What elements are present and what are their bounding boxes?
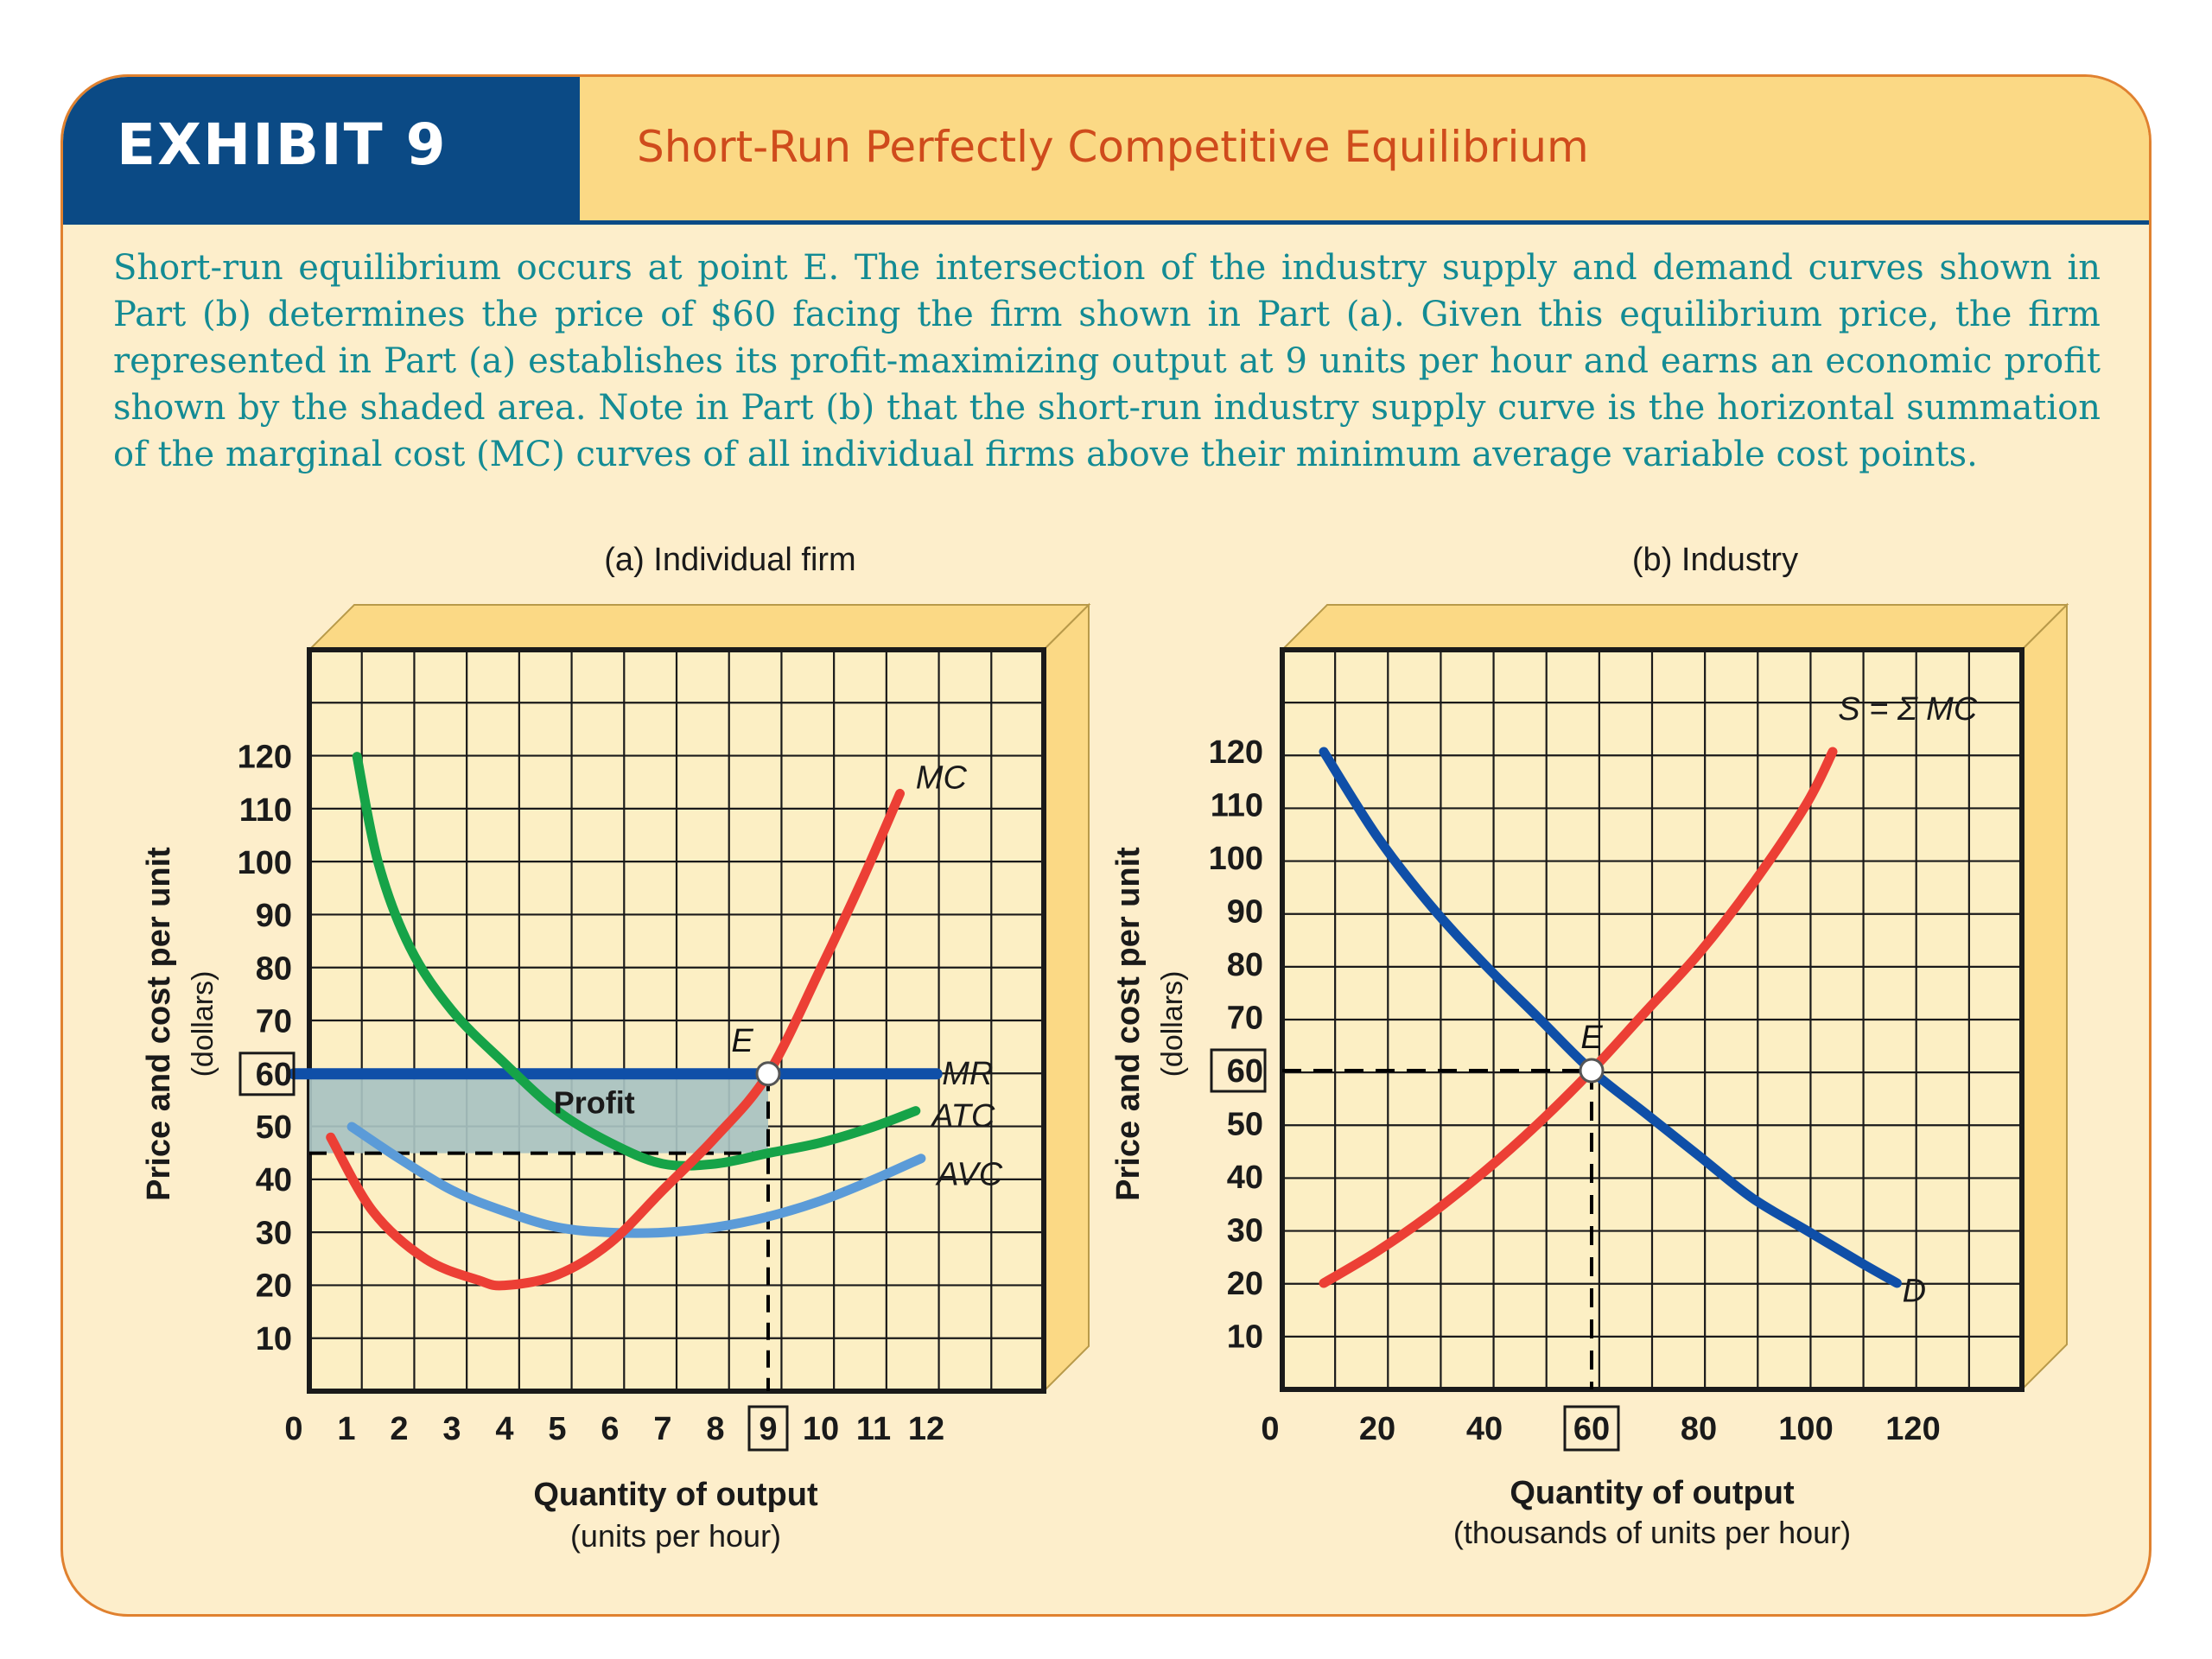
chart-panel-a: E0 1 2 3 4 5 6 7 8 9 10 11 1210203040506070809010011…	[141, 542, 1091, 1554]
exhibit-caption: Short-run equilibrium occurs at point E.…	[113, 248, 2101, 474]
y-tick-label: 30	[1227, 1213, 1263, 1249]
x-tick-label: 20	[1359, 1411, 1395, 1447]
x-tick-label: 6	[601, 1411, 619, 1447]
plot-border	[307, 647, 1046, 1394]
y-tick-label: 50	[1227, 1107, 1263, 1143]
y-tick-label: 10	[256, 1321, 292, 1357]
y-axis-label: Price and cost per unit	[1110, 847, 1147, 1201]
panel-side-face	[1043, 602, 1090, 1394]
header-divider	[63, 220, 2149, 225]
panel-top-face	[1280, 604, 2069, 651]
x-tick-label: 7	[653, 1411, 671, 1447]
curve-avc	[346, 1122, 926, 1238]
x-tick-label: 80	[1681, 1411, 1717, 1447]
series-label-mc: MC	[916, 760, 968, 796]
highlighted-y-tick-box	[1210, 1048, 1267, 1093]
y-tick-label: 60	[256, 1057, 292, 1093]
y-tick-label: 50	[256, 1109, 292, 1146]
y-tick-label: 100	[238, 845, 292, 881]
panel-title: (b) Industry	[1632, 542, 1798, 578]
y-axis-label: Price and cost per unit	[141, 847, 177, 1201]
highlighted-y-tick-box	[238, 1052, 296, 1096]
series-label-mr: MR	[942, 1056, 993, 1092]
exhibit-title: Short-Run Perfectly Competitive Equilibr…	[637, 122, 1589, 172]
y-tick-label: 40	[256, 1162, 292, 1198]
x-axis-label: Quantity of output	[533, 1477, 818, 1513]
y-axis-sublabel: (dollars)	[187, 971, 219, 1077]
curve-mc	[326, 788, 905, 1291]
x-axis-sublabel: (units per hour)	[570, 1518, 781, 1554]
y-tick-label: 80	[1227, 947, 1263, 983]
x-tick-label: 40	[1466, 1411, 1503, 1447]
series-label-atc: ATC	[930, 1098, 995, 1135]
x-tick-label: 4	[495, 1411, 513, 1447]
profit-area	[309, 1073, 768, 1154]
y-tick-label: 40	[1227, 1160, 1263, 1196]
equilibrium-label: E	[731, 1023, 753, 1059]
x-axis-label: Quantity of output	[1510, 1475, 1795, 1511]
series-label-avc: AVC	[935, 1156, 1003, 1192]
y-tick-label: 110	[1211, 788, 1263, 824]
highlighted-x-tick-box	[747, 1405, 789, 1452]
exhibit-label-bar: EXHIBIT 9	[63, 77, 580, 220]
exhibit-title-bar: Short-Run Perfectly Competitive Equilibr…	[580, 77, 2149, 220]
y-tick-label: 20	[256, 1268, 292, 1305]
x-tick-label: 12	[908, 1411, 944, 1447]
y-tick-label: 60	[1227, 1053, 1263, 1090]
y-tick-label: 70	[1227, 1001, 1263, 1037]
y-tick-label: 90	[256, 898, 292, 934]
x-tick-label: 10	[803, 1411, 839, 1447]
y-tick-label: 10	[1227, 1319, 1263, 1356]
y-axis-sublabel: (dollars)	[1156, 971, 1189, 1077]
y-tick-label: 20	[1227, 1266, 1263, 1302]
x-tick-label: 8	[706, 1411, 724, 1447]
plot-border	[1280, 647, 2024, 1392]
x-tick-label: 11	[856, 1411, 891, 1447]
equilibrium-point	[1579, 1058, 1605, 1084]
y-tick-label: 100	[1209, 841, 1263, 877]
x-tick-label: 0	[284, 1411, 302, 1447]
x-tick-label: 0	[1261, 1411, 1279, 1447]
x-tick-label: 120	[1885, 1411, 1940, 1447]
y-tick-label: 120	[1209, 734, 1263, 771]
y-tick-label: 120	[238, 740, 292, 776]
y-tick-label: 80	[256, 950, 292, 987]
exhibit-label: EXHIBIT 9	[117, 111, 448, 178]
y-tick-label: 30	[256, 1215, 292, 1251]
series-label-s: S = Σ MC	[1838, 691, 1978, 728]
equilibrium-point	[755, 1061, 781, 1087]
x-tick-label: 60	[1573, 1411, 1610, 1447]
curve-atc	[352, 752, 921, 1171]
y-tick-label: 110	[239, 792, 292, 829]
y-tick-label: 90	[1227, 894, 1263, 931]
panel-top-face	[307, 604, 1091, 651]
x-tick-label: 100	[1778, 1411, 1833, 1447]
chart-panel-b: E 0 20 40 60 80 100 120 10 20 30 40 50 60 70 80 90 100 110…	[1110, 542, 2069, 1550]
x-tick-label: 3	[442, 1411, 461, 1447]
y-tick-label: 70	[256, 1004, 292, 1040]
x-tick-label: 1	[337, 1411, 355, 1447]
x-tick-label: 9	[759, 1411, 777, 1447]
profit-label: Profit	[554, 1085, 635, 1121]
panel-title: (a) Individual firm	[604, 542, 855, 578]
x-tick-label: 2	[390, 1411, 408, 1447]
highlighted-x-tick-box	[1563, 1405, 1620, 1452]
x-tick-label: 5	[548, 1411, 566, 1447]
equilibrium-label: E	[1580, 1020, 1603, 1056]
series-label-d: D	[1903, 1274, 1926, 1310]
x-axis-sublabel: (thousands of units per hour)	[1453, 1515, 1851, 1550]
panel-side-face	[2021, 602, 2068, 1392]
gridlines	[1282, 650, 2022, 1389]
